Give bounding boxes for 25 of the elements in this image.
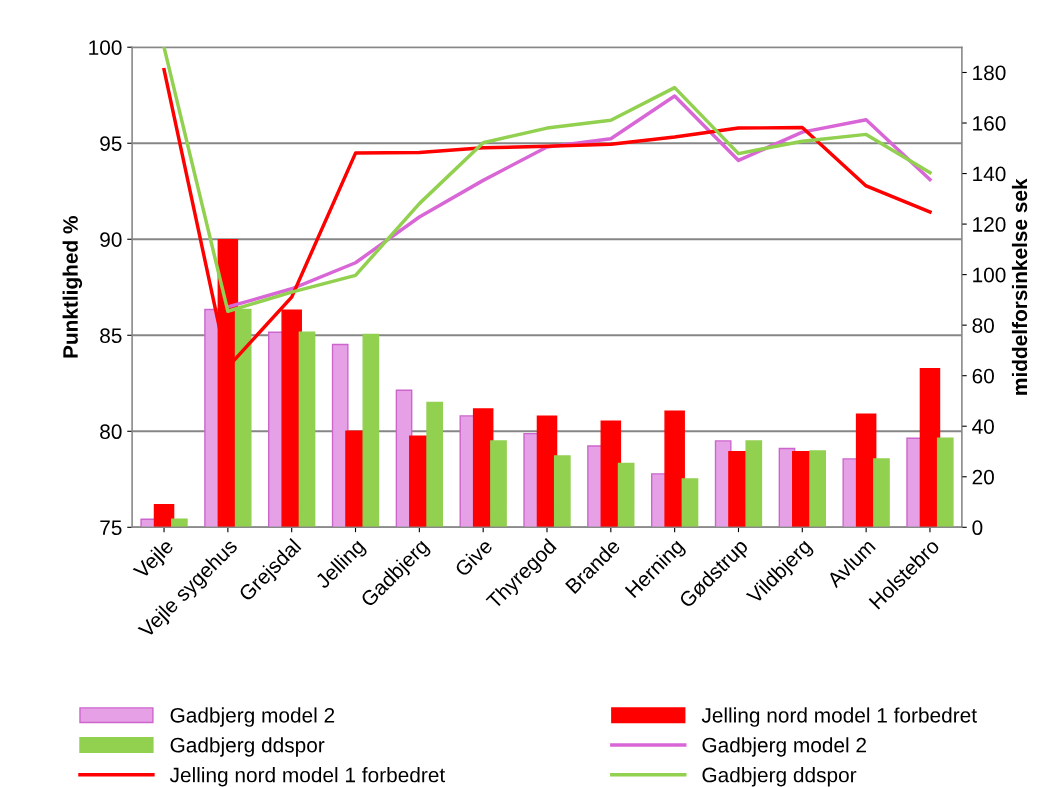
y-tick-label: 80 (100, 424, 122, 440)
y2-tick-label: 180 (973, 65, 1006, 81)
legend-label: Gadbjerg model 2 (170, 707, 335, 727)
legend-label: Jelling nord model 1 forbedret (169, 767, 446, 787)
y2-tick-label: 60 (972, 368, 994, 384)
y2-tick-label: 160 (973, 116, 1006, 131)
y2-axis-title: middelforsinkelse sek (1011, 178, 1028, 395)
y-tick-label: 85 (100, 328, 122, 344)
y-tick-label: 90 (100, 232, 122, 247)
y2-tick-label: 20 (972, 469, 994, 485)
y2-tick-label: 40 (972, 419, 994, 434)
legend-label: Jelling nord model 1 forbedret (701, 707, 977, 727)
legend-label: Gadbjerg model 2 (702, 737, 866, 757)
legend-label: Gadbjerg ddspor (170, 737, 325, 757)
y-tick-label: 75 (100, 520, 122, 536)
legend-label: Gadbjerg ddspor (702, 767, 857, 787)
y-tick-label: 95 (100, 136, 122, 151)
y2-tick-label: 100 (973, 267, 1006, 283)
x-tick-label: Vejle (132, 537, 178, 583)
y2-tick-label: 140 (973, 166, 1006, 182)
y-axis-title: Punktlighed % (62, 216, 83, 358)
y-tick-label: 100 (89, 40, 122, 55)
y2-tick-label: 120 (973, 217, 1006, 232)
y2-tick-label: 0 (972, 520, 983, 536)
y2-tick-label: 80 (972, 318, 994, 333)
